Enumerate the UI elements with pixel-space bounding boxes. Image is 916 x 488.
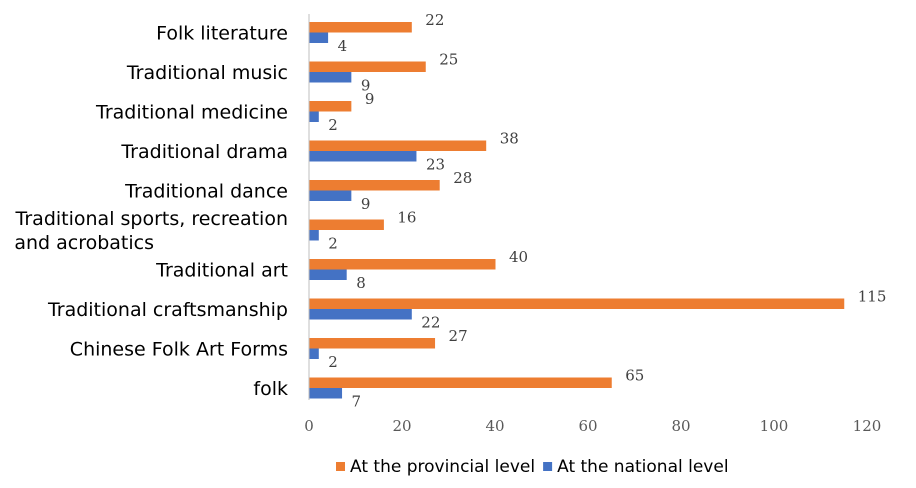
legend-label-national: At the national level [557, 457, 728, 477]
bar-provincial [309, 298, 845, 309]
bar-national [309, 269, 347, 280]
x-tick-label: 100 [760, 417, 789, 435]
legend: At the provincial level At the national l… [336, 457, 729, 477]
data-label-national: 23 [426, 156, 445, 174]
x-tick-label: 0 [304, 417, 314, 435]
bar-provincial [309, 180, 440, 191]
category-label: Traditional medicine [95, 102, 288, 124]
data-label-provincial: 40 [509, 248, 528, 266]
category-label: Chinese Folk Art Forms [70, 339, 288, 361]
bar-provincial [309, 61, 426, 72]
data-label-provincial: 22 [425, 11, 444, 29]
data-label-national: 2 [328, 235, 338, 253]
bar-national [309, 348, 319, 359]
data-label-national: 7 [352, 393, 362, 411]
x-tick-label: 60 [578, 417, 597, 435]
data-label-provincial: 27 [449, 327, 468, 345]
x-tick-label: 20 [392, 417, 411, 435]
bar-national [309, 111, 319, 122]
category-label: Traditional dance [124, 181, 288, 203]
legend-label-provincial: At the provincial level [350, 457, 535, 477]
category-label: Traditional sports, recreation and acroba… [14, 208, 288, 254]
bar-provincial [309, 219, 384, 230]
bar-provincial [309, 377, 612, 388]
x-axis-ticks: 0 20 40 60 80 100 120 [304, 417, 881, 435]
data-label-provincial: 28 [453, 169, 472, 187]
bar-provincial [309, 22, 412, 33]
bar-national [309, 32, 329, 43]
bar-national [309, 190, 352, 201]
data-label-national: 22 [421, 314, 440, 332]
category-label: Traditional music [126, 62, 288, 84]
data-label-national: 9 [361, 77, 371, 95]
data-label-provincial: 25 [439, 51, 458, 69]
category-label: folk [253, 378, 288, 400]
x-tick-label: 80 [671, 417, 690, 435]
legend-swatch-national [543, 462, 553, 471]
category-label: Traditional art [155, 260, 288, 282]
bar-provincial [309, 101, 352, 112]
bar-national [309, 230, 319, 241]
bar-provincial [309, 140, 487, 151]
data-label-national: 2 [328, 353, 338, 371]
data-label-national: 9 [361, 195, 371, 213]
bar-national [309, 72, 352, 83]
bar-provincial [309, 338, 436, 349]
category-label: Traditional craftsmanship [47, 299, 288, 321]
legend-swatch-provincial [336, 462, 345, 471]
bar-national [309, 151, 417, 162]
category-label-line: and acrobatics [14, 232, 154, 254]
data-label-national: 4 [338, 37, 348, 55]
x-tick-label: 120 [853, 417, 882, 435]
bars [309, 22, 845, 399]
bar-national [309, 309, 412, 320]
data-label-provincial: 115 [858, 288, 887, 306]
data-label-provincial: 65 [625, 367, 644, 385]
bar-provincial [309, 259, 496, 270]
x-tick-label: 40 [485, 417, 504, 435]
data-label-national: 2 [328, 116, 338, 134]
data-label-provincial: 16 [397, 209, 416, 227]
category-label: Traditional drama [120, 141, 288, 163]
data-label-national: 8 [356, 274, 366, 292]
category-labels: Folk literature Traditional music Traditio… [14, 23, 288, 401]
category-label: Folk literature [156, 23, 288, 45]
data-label-provincial: 38 [500, 130, 519, 148]
category-label-line: Traditional sports, recreation [15, 208, 288, 230]
bar-national [309, 388, 343, 399]
data-label-provincial: 9 [365, 90, 375, 108]
